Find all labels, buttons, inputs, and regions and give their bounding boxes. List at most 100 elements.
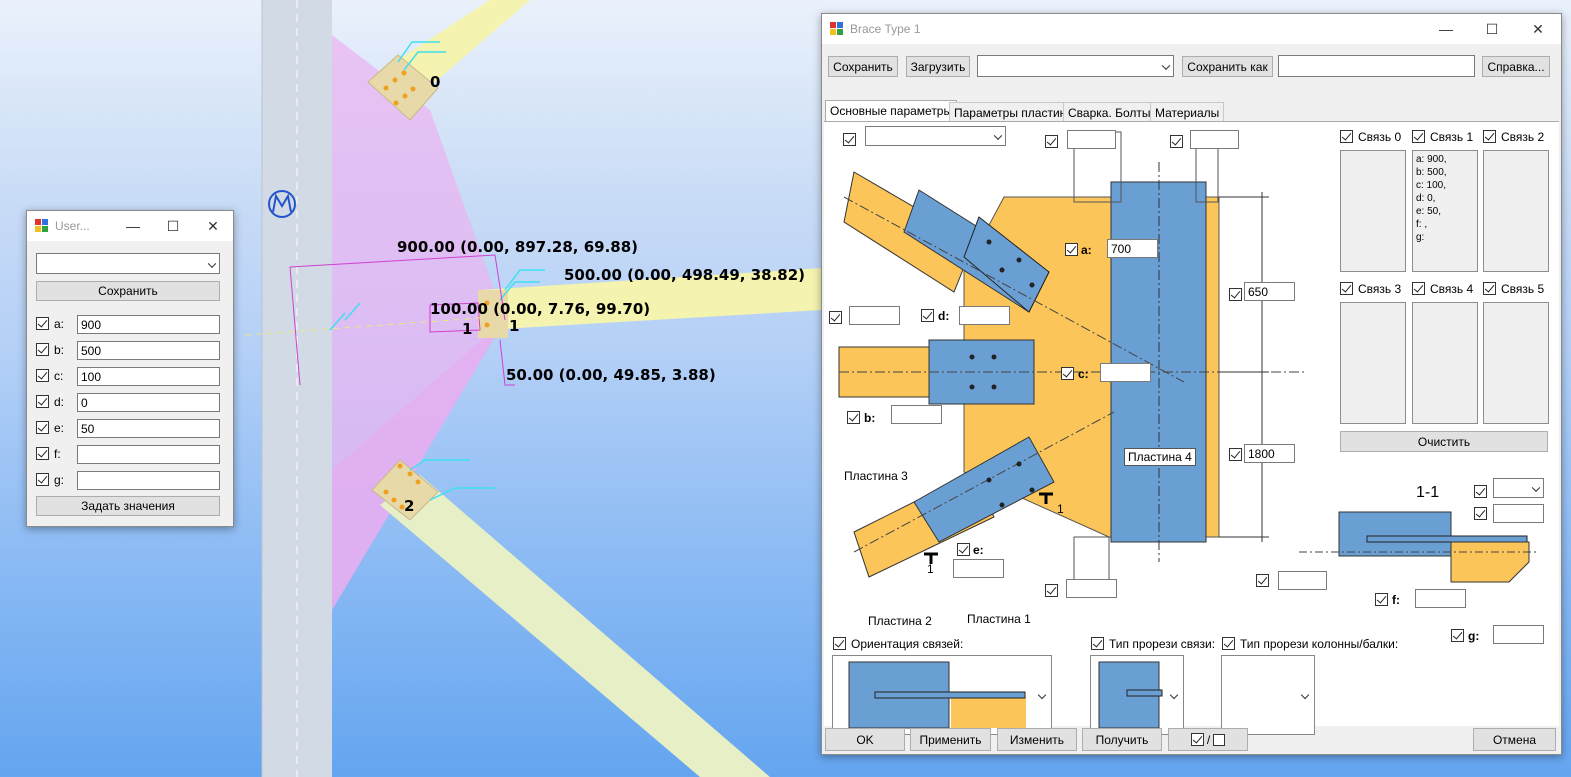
save-button[interactable]: Сохранить — [828, 56, 898, 77]
b-label: b: — [864, 411, 876, 425]
checkbox-top2[interactable] — [1170, 135, 1183, 148]
user-field-checkbox[interactable] — [36, 343, 49, 356]
apply-values-button[interactable]: Задать значения — [36, 496, 220, 516]
modify-button[interactable]: Изменить — [997, 728, 1077, 751]
checkbox-cut-brace[interactable] — [1091, 637, 1104, 650]
link-checkbox-5[interactable] — [1483, 282, 1496, 295]
load-button[interactable]: Загрузить — [906, 56, 970, 77]
link-checkbox-4[interactable] — [1412, 282, 1425, 295]
top1-input[interactable] — [1067, 130, 1116, 149]
orient-combo[interactable] — [832, 655, 1052, 735]
checkbox-h-top[interactable] — [1229, 288, 1242, 301]
user-field-input[interactable]: 100 — [77, 367, 220, 386]
brace-dialog-titlebar[interactable]: Brace Type 1 — ☐ ✕ — [822, 14, 1561, 44]
sec2-input[interactable] — [1493, 504, 1544, 523]
preset-combo[interactable] — [977, 55, 1174, 77]
chevron-down-icon — [1300, 690, 1310, 700]
cancel-button[interactable]: Отмена — [1473, 728, 1556, 751]
checkbox-sec2[interactable] — [1474, 507, 1487, 520]
cut-brace-combo[interactable] — [1090, 655, 1184, 735]
checkbox-left1[interactable] — [829, 311, 842, 324]
user-field-input[interactable]: 900 — [77, 315, 220, 334]
user-dialog-titlebar[interactable]: User... — ☐ ✕ — [27, 211, 233, 241]
d-input[interactable] — [959, 306, 1010, 325]
save-as-input[interactable] — [1278, 55, 1475, 77]
user-preset-combo[interactable] — [36, 253, 220, 274]
user-field-checkbox[interactable] — [36, 447, 49, 460]
checkbox-a[interactable] — [1065, 243, 1078, 256]
link-box-3[interactable] — [1340, 302, 1406, 424]
user-field-checkbox[interactable] — [36, 369, 49, 382]
save-as-button[interactable]: Сохранить как — [1182, 56, 1273, 77]
tab-plate-params[interactable]: Параметры пластин — [949, 102, 1072, 122]
c-input[interactable] — [1100, 363, 1151, 382]
checkbox-sec1[interactable] — [1474, 485, 1487, 498]
link-box-1[interactable]: a: 900, b: 500, c: 100, d: 0, e: 50, f: … — [1412, 150, 1478, 272]
checkbox-c[interactable] — [1061, 367, 1074, 380]
link-checkbox-2[interactable] — [1483, 130, 1496, 143]
link-checkbox-0[interactable] — [1340, 130, 1353, 143]
user-field-input[interactable] — [77, 445, 220, 464]
cut-col-combo[interactable] — [1221, 655, 1315, 735]
link-checkbox-1[interactable] — [1412, 130, 1425, 143]
e-input[interactable] — [953, 559, 1004, 578]
apply-button[interactable]: Применить — [910, 728, 991, 751]
h-bottom-input[interactable]: 1800 — [1244, 444, 1295, 463]
clear-button[interactable]: Очистить — [1340, 431, 1548, 452]
sec1-combo[interactable] — [1493, 478, 1544, 498]
link-box-2[interactable] — [1483, 150, 1549, 272]
sec3-input[interactable] — [1278, 571, 1327, 590]
b-input[interactable] — [891, 405, 942, 424]
maximize-icon[interactable]: ☐ — [166, 217, 180, 234]
user-field-input[interactable]: 0 — [77, 393, 220, 412]
top-combo[interactable] — [865, 126, 1006, 146]
a-input[interactable]: 700 — [1107, 239, 1158, 258]
user-field-input[interactable]: 500 — [77, 341, 220, 360]
chevron-down-icon — [1169, 690, 1179, 700]
checkbox-b[interactable] — [847, 411, 860, 424]
checkbox-bottom1[interactable] — [1045, 584, 1058, 597]
close-icon[interactable]: ✕ — [207, 217, 219, 234]
checkbox-g[interactable] — [1451, 629, 1464, 642]
user-field-checkbox[interactable] — [36, 317, 49, 330]
checkbox-d[interactable] — [921, 309, 934, 322]
link-box-5[interactable] — [1483, 302, 1549, 424]
checkbox-e[interactable] — [957, 543, 970, 556]
user-field-input[interactable] — [77, 471, 220, 490]
user-field-input[interactable]: 50 — [77, 419, 220, 438]
link-label-4: Связь 4 — [1430, 282, 1474, 296]
checkbox-cut-col[interactable] — [1222, 637, 1235, 650]
ok-button[interactable]: OK — [825, 728, 905, 751]
tab-weld-bolts[interactable]: Сварка. Болты — [1063, 102, 1156, 122]
f-input[interactable] — [1415, 589, 1466, 608]
close-icon[interactable]: ✕ — [1532, 20, 1544, 37]
toggle-checkboxes-button[interactable]: / — [1168, 728, 1248, 751]
h-top-input[interactable]: 650 — [1244, 282, 1295, 301]
checkbox-sec3[interactable] — [1256, 574, 1269, 587]
maximize-icon[interactable]: ☐ — [1485, 20, 1499, 37]
checkbox-top-combo[interactable] — [843, 133, 856, 146]
checkbox-top1[interactable] — [1045, 135, 1058, 148]
link-checkbox-3[interactable] — [1340, 282, 1353, 295]
checkbox-h-bottom[interactable] — [1229, 448, 1242, 461]
g-input[interactable] — [1493, 625, 1544, 644]
tab-main-params[interactable]: Основные параметры — [825, 100, 958, 122]
link-box-0[interactable] — [1340, 150, 1406, 272]
left1-input[interactable] — [849, 306, 900, 325]
checkbox-f[interactable] — [1375, 593, 1388, 606]
user-field-checkbox[interactable] — [36, 421, 49, 434]
user-save-button[interactable]: Сохранить — [36, 281, 220, 301]
minimize-icon[interactable]: — — [126, 218, 140, 234]
tab-materials[interactable]: Материалы — [1150, 102, 1225, 122]
user-field-checkbox[interactable] — [36, 473, 49, 486]
user-field-checkbox[interactable] — [36, 395, 49, 408]
help-button[interactable]: Справка... — [1482, 56, 1550, 77]
checkbox-orient[interactable] — [833, 637, 846, 650]
top2-input[interactable] — [1190, 130, 1239, 149]
link-box-4[interactable] — [1412, 302, 1478, 424]
minimize-icon[interactable]: — — [1439, 21, 1453, 37]
bottom1-input[interactable] — [1066, 579, 1117, 598]
node-marker — [268, 190, 296, 218]
get-button[interactable]: Получить — [1082, 728, 1162, 751]
